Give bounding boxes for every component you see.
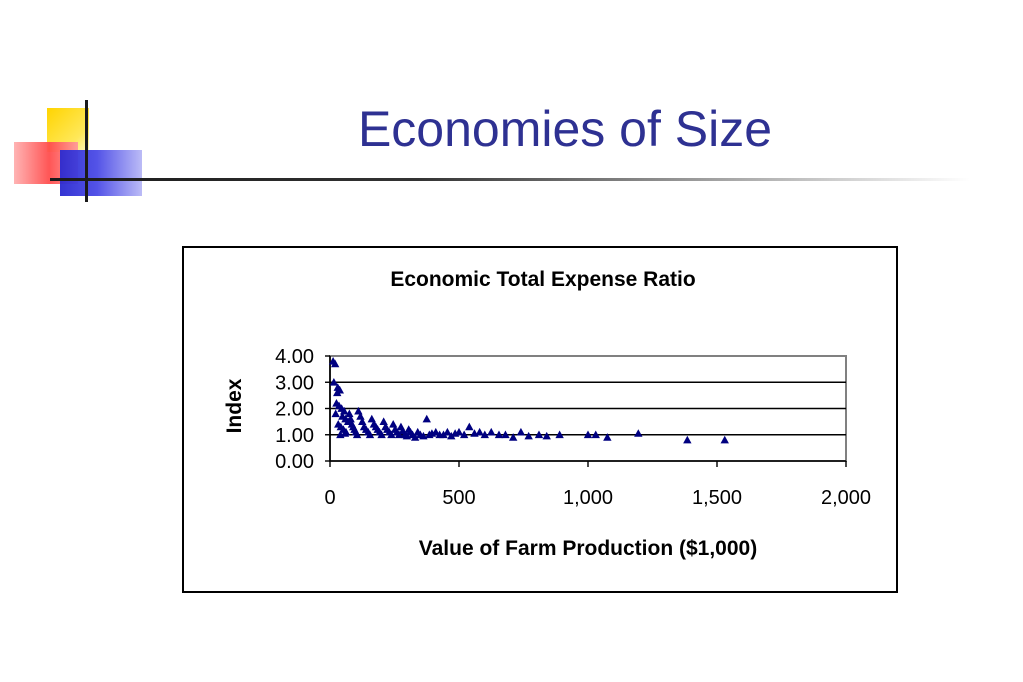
- data-point: [443, 427, 452, 436]
- data-point: [394, 430, 404, 439]
- data-point: [339, 406, 349, 415]
- chart-title: Economic Total Expense Ratio: [390, 268, 695, 291]
- x-tick-label: 1,000: [563, 487, 613, 509]
- data-point: [431, 427, 440, 436]
- data-point: [494, 430, 504, 439]
- data-point: [389, 420, 398, 428]
- data-point: [439, 430, 448, 439]
- data-point: [683, 435, 692, 444]
- data-point: [331, 409, 340, 418]
- y-tick-label: 2.00: [275, 399, 314, 421]
- slide-title: Economies of Size: [357, 101, 773, 157]
- data-point: [487, 427, 496, 436]
- x-tick-label: 500: [442, 487, 475, 509]
- y-tick-label: 1.00: [275, 425, 314, 447]
- data-point: [634, 429, 643, 437]
- data-point: [542, 431, 551, 440]
- data-point: [720, 435, 729, 444]
- data-point: [454, 427, 464, 436]
- data-point: [555, 430, 564, 439]
- data-point: [379, 417, 388, 425]
- y-tick-label: 0.00: [275, 451, 314, 473]
- data-point: [524, 431, 533, 440]
- data-point: [475, 427, 484, 436]
- data-point: [591, 430, 600, 439]
- data-point: [352, 430, 362, 439]
- x-tick-label: 1,500: [692, 487, 742, 509]
- x-tick-label: 0: [324, 487, 335, 509]
- decorative-blue-square: [60, 150, 142, 196]
- scatter-chart: Economic Total Expense Ratio Index Value…: [223, 268, 871, 560]
- x-tick-label: 2,000: [821, 487, 871, 509]
- title-underline: [50, 178, 970, 181]
- data-point: [465, 422, 474, 431]
- decorative-vertical-line: [85, 100, 88, 202]
- data-point: [583, 430, 593, 439]
- data-point: [330, 359, 340, 368]
- data-point: [501, 430, 510, 439]
- data-point: [447, 431, 456, 440]
- data-point: [534, 430, 544, 439]
- y-tick-label: 4.00: [275, 346, 314, 368]
- data-point: [603, 433, 612, 441]
- data-point: [480, 430, 489, 439]
- y-tick-label: 3.00: [275, 372, 314, 394]
- data-point: [340, 429, 350, 437]
- data-point: [410, 433, 420, 441]
- data-point: [377, 430, 386, 439]
- data-point: [358, 417, 367, 425]
- data-point: [508, 433, 518, 441]
- plot-area: 0.00 1.00 2.00 3.00 4.00 0 500 1,000 1,500 2,000: [275, 346, 871, 509]
- x-axis-label: Value of Farm Production ($1,000): [419, 537, 757, 560]
- y-axis-label: Index: [223, 378, 246, 433]
- chart-frame: Economic Total Expense Ratio Index Value…: [182, 246, 898, 593]
- data-point: [367, 414, 376, 423]
- data-point: [422, 414, 431, 423]
- data-point: [329, 378, 339, 386]
- data-point: [387, 430, 396, 439]
- data-point: [365, 430, 375, 439]
- data-point: [345, 409, 354, 418]
- data-point: [459, 430, 469, 439]
- data-point: [346, 414, 355, 423]
- data-point: [356, 412, 365, 420]
- data-point: [333, 388, 342, 397]
- data-point: [516, 427, 526, 436]
